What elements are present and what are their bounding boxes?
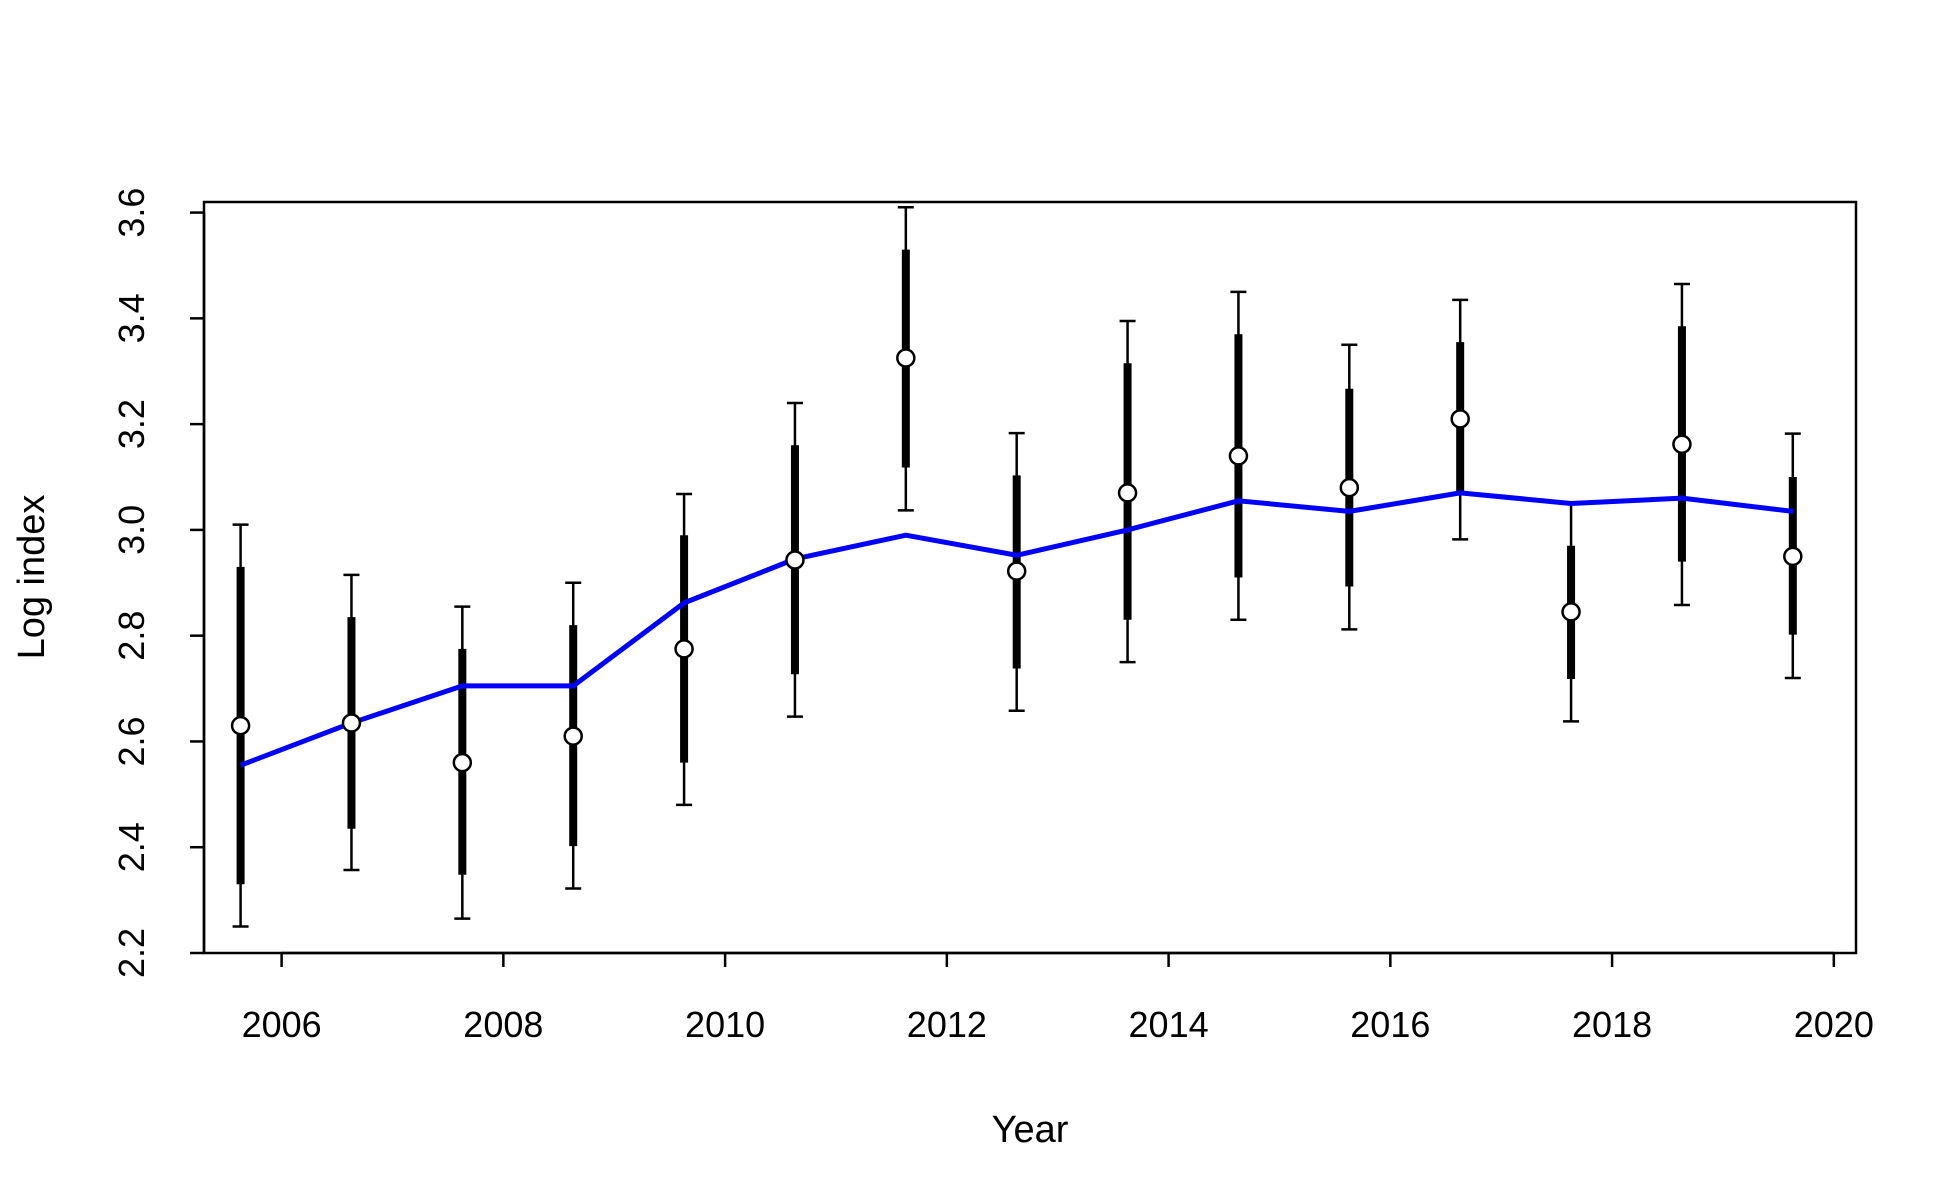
observed-point xyxy=(1450,409,1470,429)
observed-point xyxy=(1561,602,1581,622)
x-tick-label: 2012 xyxy=(907,1004,987,1045)
x-tick-label: 2006 xyxy=(242,1004,322,1045)
y-tick-label: 2.4 xyxy=(111,822,152,872)
x-tick-label: 2016 xyxy=(1350,1004,1430,1045)
observed-point xyxy=(1783,546,1803,567)
y-tick-label: 3.4 xyxy=(111,293,152,343)
observed-point xyxy=(896,348,916,368)
x-axis: 2006 2008 2010 2012 2014 2016 2018 2020 xyxy=(242,951,1874,1045)
observed-point xyxy=(1228,446,1249,466)
y-tick-label: 3.0 xyxy=(111,505,152,555)
x-axis-title: Year xyxy=(992,1109,1069,1151)
observed-point xyxy=(341,713,362,733)
observed-point xyxy=(230,715,251,736)
observed-point xyxy=(1339,477,1360,498)
observed-points xyxy=(230,348,1803,773)
x-tick-label: 2008 xyxy=(463,1004,543,1045)
observed-point xyxy=(1117,483,1138,503)
y-axis-title: Log index xyxy=(11,495,53,660)
y-axis: 2.2 2.4 2.6 2.8 3.0 3.2 3.4 3.6 xyxy=(111,188,206,978)
x-tick-label: 2014 xyxy=(1129,1004,1209,1045)
observed-point xyxy=(452,752,473,773)
observed-point xyxy=(1006,561,1027,581)
x-tick-label: 2018 xyxy=(1572,1004,1652,1045)
x-tick-label: 2010 xyxy=(685,1004,765,1045)
y-tick-label: 2.6 xyxy=(111,716,152,766)
observed-point xyxy=(563,726,583,746)
y-tick-label: 2.2 xyxy=(111,928,152,978)
x-tick-label: 2020 xyxy=(1794,1004,1874,1045)
observed-point xyxy=(674,639,694,659)
observed-point xyxy=(785,550,805,570)
y-tick-label: 3.2 xyxy=(111,399,152,449)
fitted-line xyxy=(239,490,1794,768)
observed-point xyxy=(1672,434,1692,454)
y-tick-label: 2.8 xyxy=(111,611,152,661)
fitted-line-series xyxy=(239,490,1794,768)
y-tick-label: 3.6 xyxy=(111,188,152,238)
